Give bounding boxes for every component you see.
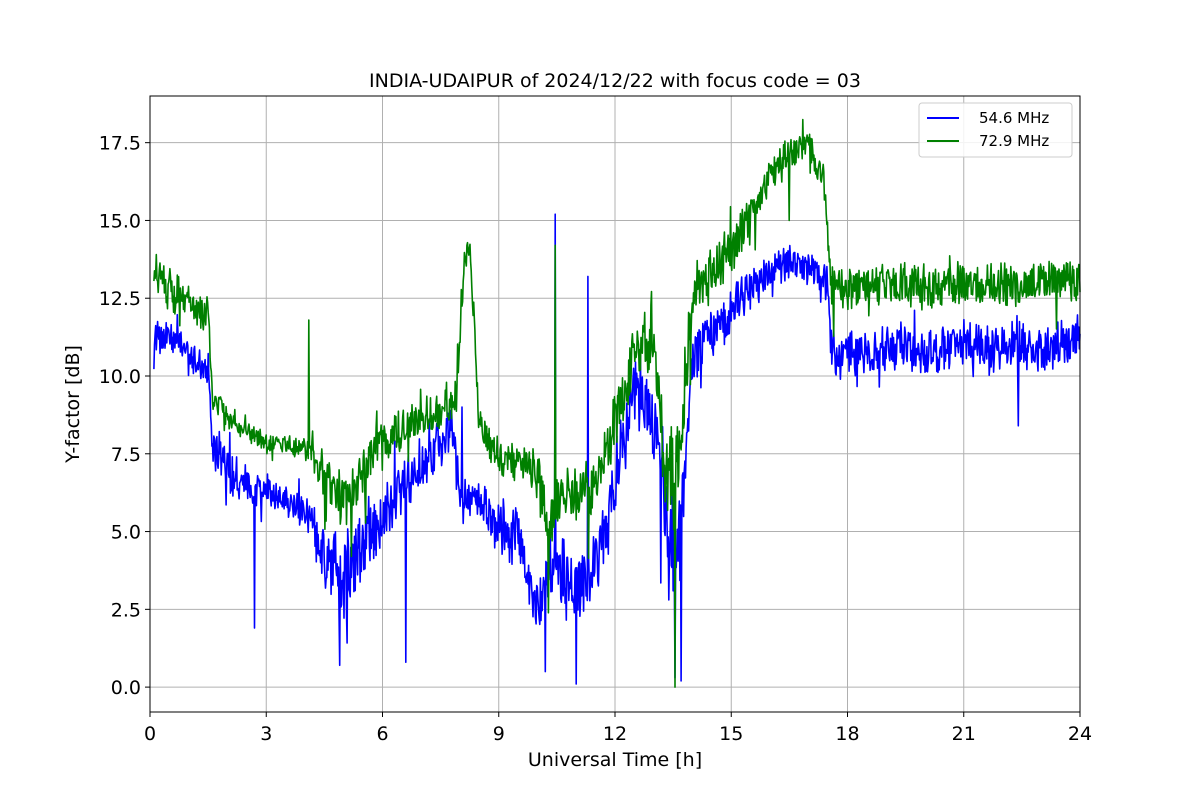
y-tick-label: 10.0	[99, 366, 141, 388]
x-axis-label: Universal Time [h]	[528, 749, 702, 771]
y-tick-label: 2.5	[111, 599, 141, 621]
x-tick-label: 9	[493, 723, 505, 745]
x-tick-label: 12	[603, 723, 627, 745]
x-tick-label: 21	[952, 723, 976, 745]
y-tick-label: 7.5	[111, 444, 141, 466]
x-tick-label: 0	[144, 723, 156, 745]
x-axis: 0 3 6 9 12 15 18 21 24	[144, 712, 1092, 745]
series-layer	[153, 118, 1081, 688]
x-tick-label: 3	[260, 723, 272, 745]
y-axis: 0.0 2.5 5.0 7.5 10.0 12.5 15.0 17.5	[99, 133, 150, 699]
chart-title: INDIA-UDAIPUR of 2024/12/22 with focus c…	[369, 70, 861, 92]
y-tick-label: 0.0	[111, 677, 141, 699]
y-tick-label: 12.5	[99, 288, 141, 310]
y-tick-label: 5.0	[111, 522, 141, 544]
x-tick-label: 18	[835, 723, 859, 745]
y-axis-label: Y-factor [dB]	[62, 345, 84, 464]
x-tick-label: 24	[1068, 723, 1092, 745]
legend-box	[918, 102, 1073, 158]
legend: 54.6 MHz 72.9 MHz	[918, 102, 1073, 158]
y-tick-label: 17.5	[99, 133, 141, 155]
x-tick-label: 15	[719, 723, 743, 745]
x-tick-label: 6	[376, 723, 388, 745]
y-tick-label: 15.0	[99, 210, 141, 232]
legend-label: 72.9 MHz	[979, 132, 1049, 150]
legend-label: 54.6 MHz	[979, 109, 1049, 127]
series-line-72-9-mhz	[153, 118, 1081, 688]
